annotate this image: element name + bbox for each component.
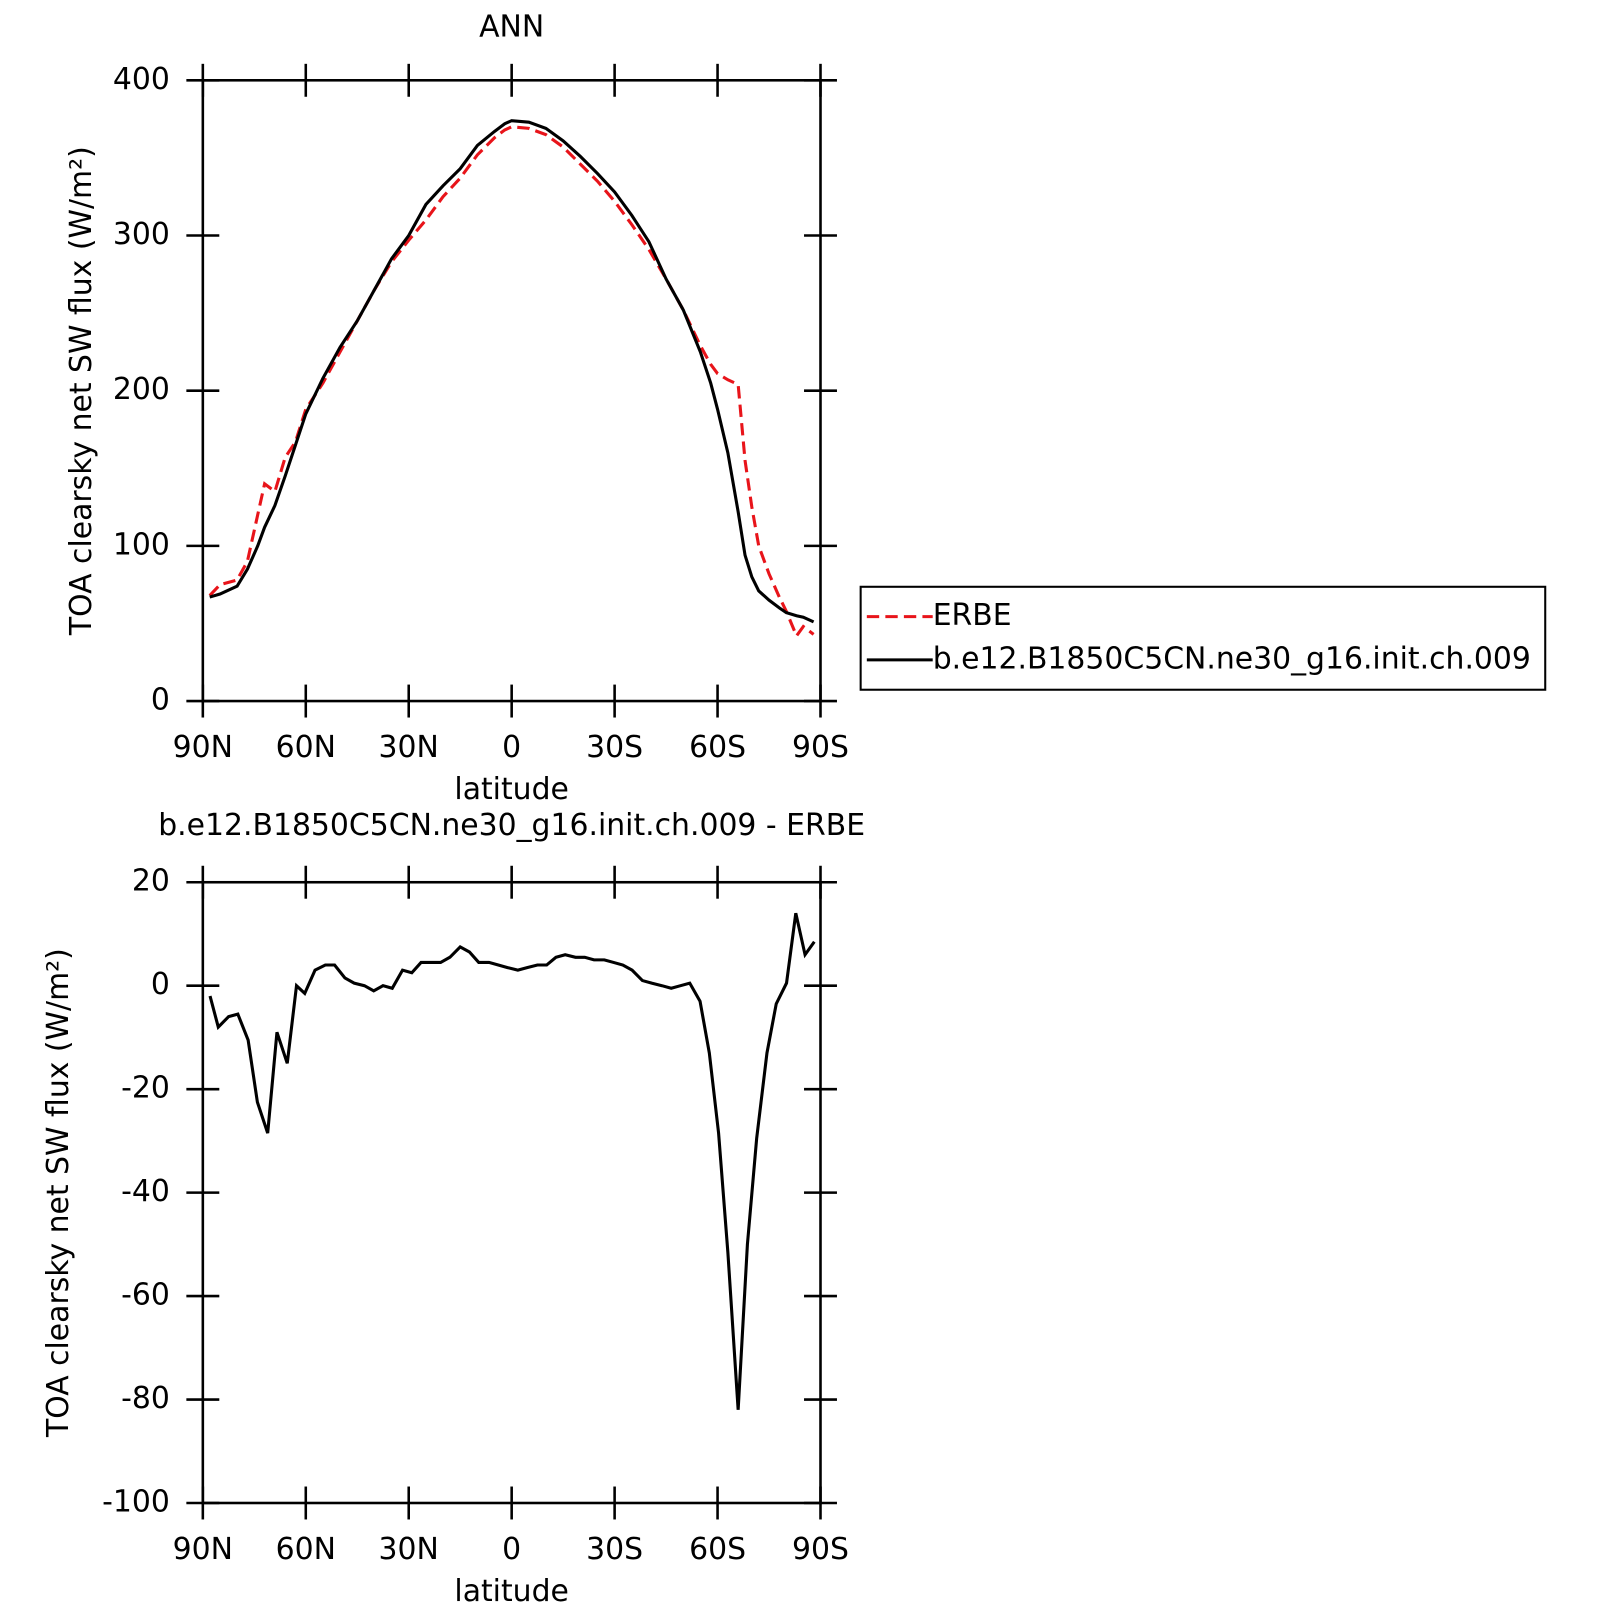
x-tick-label: 0: [502, 730, 521, 765]
x-tick-label: 0: [502, 1532, 521, 1567]
y-tick-label: 300: [113, 217, 170, 252]
x-tick-label: 30N: [379, 1532, 439, 1567]
x-tick-label: 30N: [379, 730, 439, 765]
x-axis-label: latitude: [454, 1574, 569, 1608]
y-tick-label: 100: [113, 527, 170, 562]
y-axis-label: TOA clearsky net SW flux (W/m²): [41, 948, 76, 1438]
x-tick-label: 90N: [173, 730, 233, 765]
y-tick-label: 400: [113, 62, 170, 97]
data-line: [208, 912, 816, 1410]
y-tick-label: -40: [121, 1174, 170, 1209]
y-axis-label: TOA clearsky net SW flux (W/m²): [64, 146, 99, 636]
data-line: [208, 125, 815, 640]
x-tick-label: 90N: [173, 1532, 233, 1567]
x-tick-label: 90S: [792, 1532, 849, 1567]
y-tick-label: -20: [121, 1071, 170, 1106]
chart-title: ANN: [479, 9, 544, 44]
x-tick-label: 60N: [276, 1532, 336, 1567]
x-tick-label: 30S: [586, 1532, 643, 1567]
x-tick-label: 90S: [792, 730, 849, 765]
legend-label: b.e12.B1850C5CN.ne30_g16.init.ch.009: [933, 641, 1531, 676]
legend-label: ERBE: [933, 598, 1012, 633]
x-tick-label: 60N: [276, 730, 336, 765]
y-tick-label: -80: [121, 1381, 170, 1416]
y-tick-label: 0: [151, 683, 170, 718]
y-tick-label: 20: [132, 864, 170, 899]
legend-box: [859, 585, 1547, 691]
x-tick-label: 30S: [586, 730, 643, 765]
y-tick-label: 0: [151, 967, 170, 1002]
chart-title: b.e12.B1850C5CN.ne30_g16.init.ch.009 - E…: [158, 808, 865, 843]
y-tick-label: -60: [121, 1278, 170, 1313]
plot-frame: [201, 880, 822, 1505]
x-tick-label: 60S: [689, 1532, 746, 1567]
plot-frame: [201, 79, 822, 703]
x-axis-label: latitude: [454, 772, 569, 807]
y-tick-label: 200: [113, 372, 170, 407]
y-tick-label: -100: [102, 1484, 170, 1519]
x-tick-label: 60S: [689, 730, 746, 765]
data-line: [209, 119, 815, 624]
